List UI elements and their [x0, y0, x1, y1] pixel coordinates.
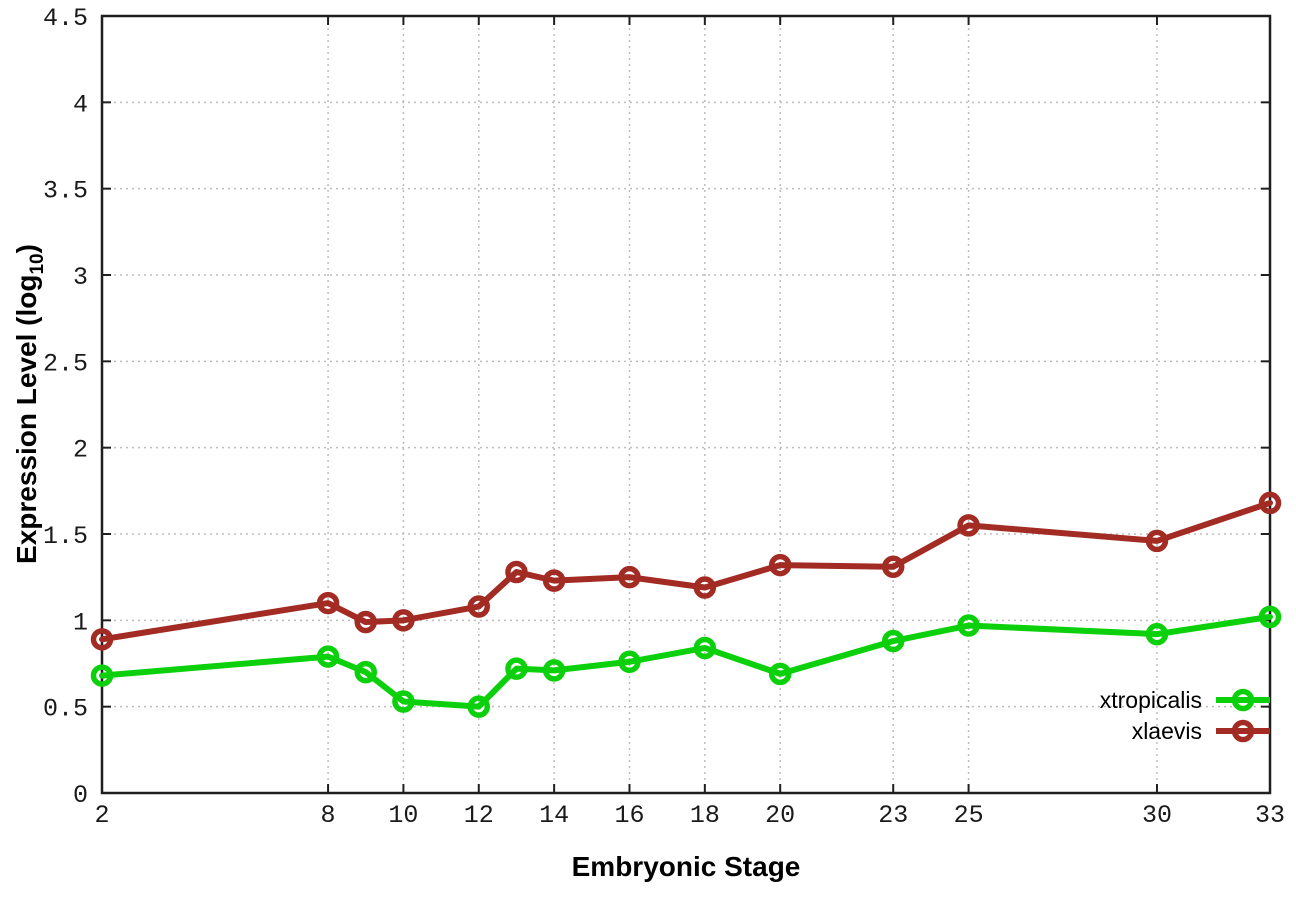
svg-text:4: 4: [73, 90, 88, 119]
svg-text:10: 10: [388, 801, 418, 830]
legend-label-xtropicalis: xtropicalis: [1099, 687, 1202, 713]
legend-marker-xtropicalis: [1216, 688, 1270, 712]
legend-marker-xlaevis: [1216, 719, 1270, 743]
svg-text:2: 2: [73, 436, 88, 465]
svg-text:20: 20: [765, 801, 795, 830]
svg-text:2: 2: [94, 801, 109, 830]
svg-text:3.5: 3.5: [43, 177, 88, 206]
svg-text:33: 33: [1255, 801, 1285, 830]
svg-text:1.5: 1.5: [43, 522, 88, 551]
svg-text:16: 16: [614, 801, 644, 830]
y-axis-label-subscript: 10: [26, 253, 48, 275]
svg-text:23: 23: [878, 801, 908, 830]
y-axis-label-text: Expression Level (log: [11, 274, 43, 564]
svg-text:12: 12: [464, 801, 494, 830]
svg-text:1: 1: [73, 608, 88, 637]
svg-text:3: 3: [73, 263, 88, 292]
svg-text:14: 14: [539, 801, 569, 830]
y-axis-label: Expression Level (log10): [11, 244, 49, 564]
svg-text:0.5: 0.5: [43, 695, 88, 724]
svg-text:4.5: 4.5: [43, 4, 88, 33]
svg-text:0: 0: [73, 781, 88, 810]
svg-text:2.5: 2.5: [43, 349, 88, 378]
svg-text:18: 18: [690, 801, 720, 830]
svg-text:8: 8: [321, 801, 336, 830]
x-axis-label: Embryonic Stage: [571, 851, 801, 882]
legend-item-xlaevis: xlaevis: [1100, 717, 1272, 745]
svg-text:30: 30: [1142, 801, 1172, 830]
legend-item-xtropicalis: xtropicalis: [1100, 686, 1272, 714]
svg-text:25: 25: [954, 801, 984, 830]
legend: xtropicalis xlaevis: [1100, 686, 1272, 745]
legend-label-xlaevis: xlaevis: [1131, 718, 1202, 744]
y-axis-label-close: ): [11, 244, 43, 254]
